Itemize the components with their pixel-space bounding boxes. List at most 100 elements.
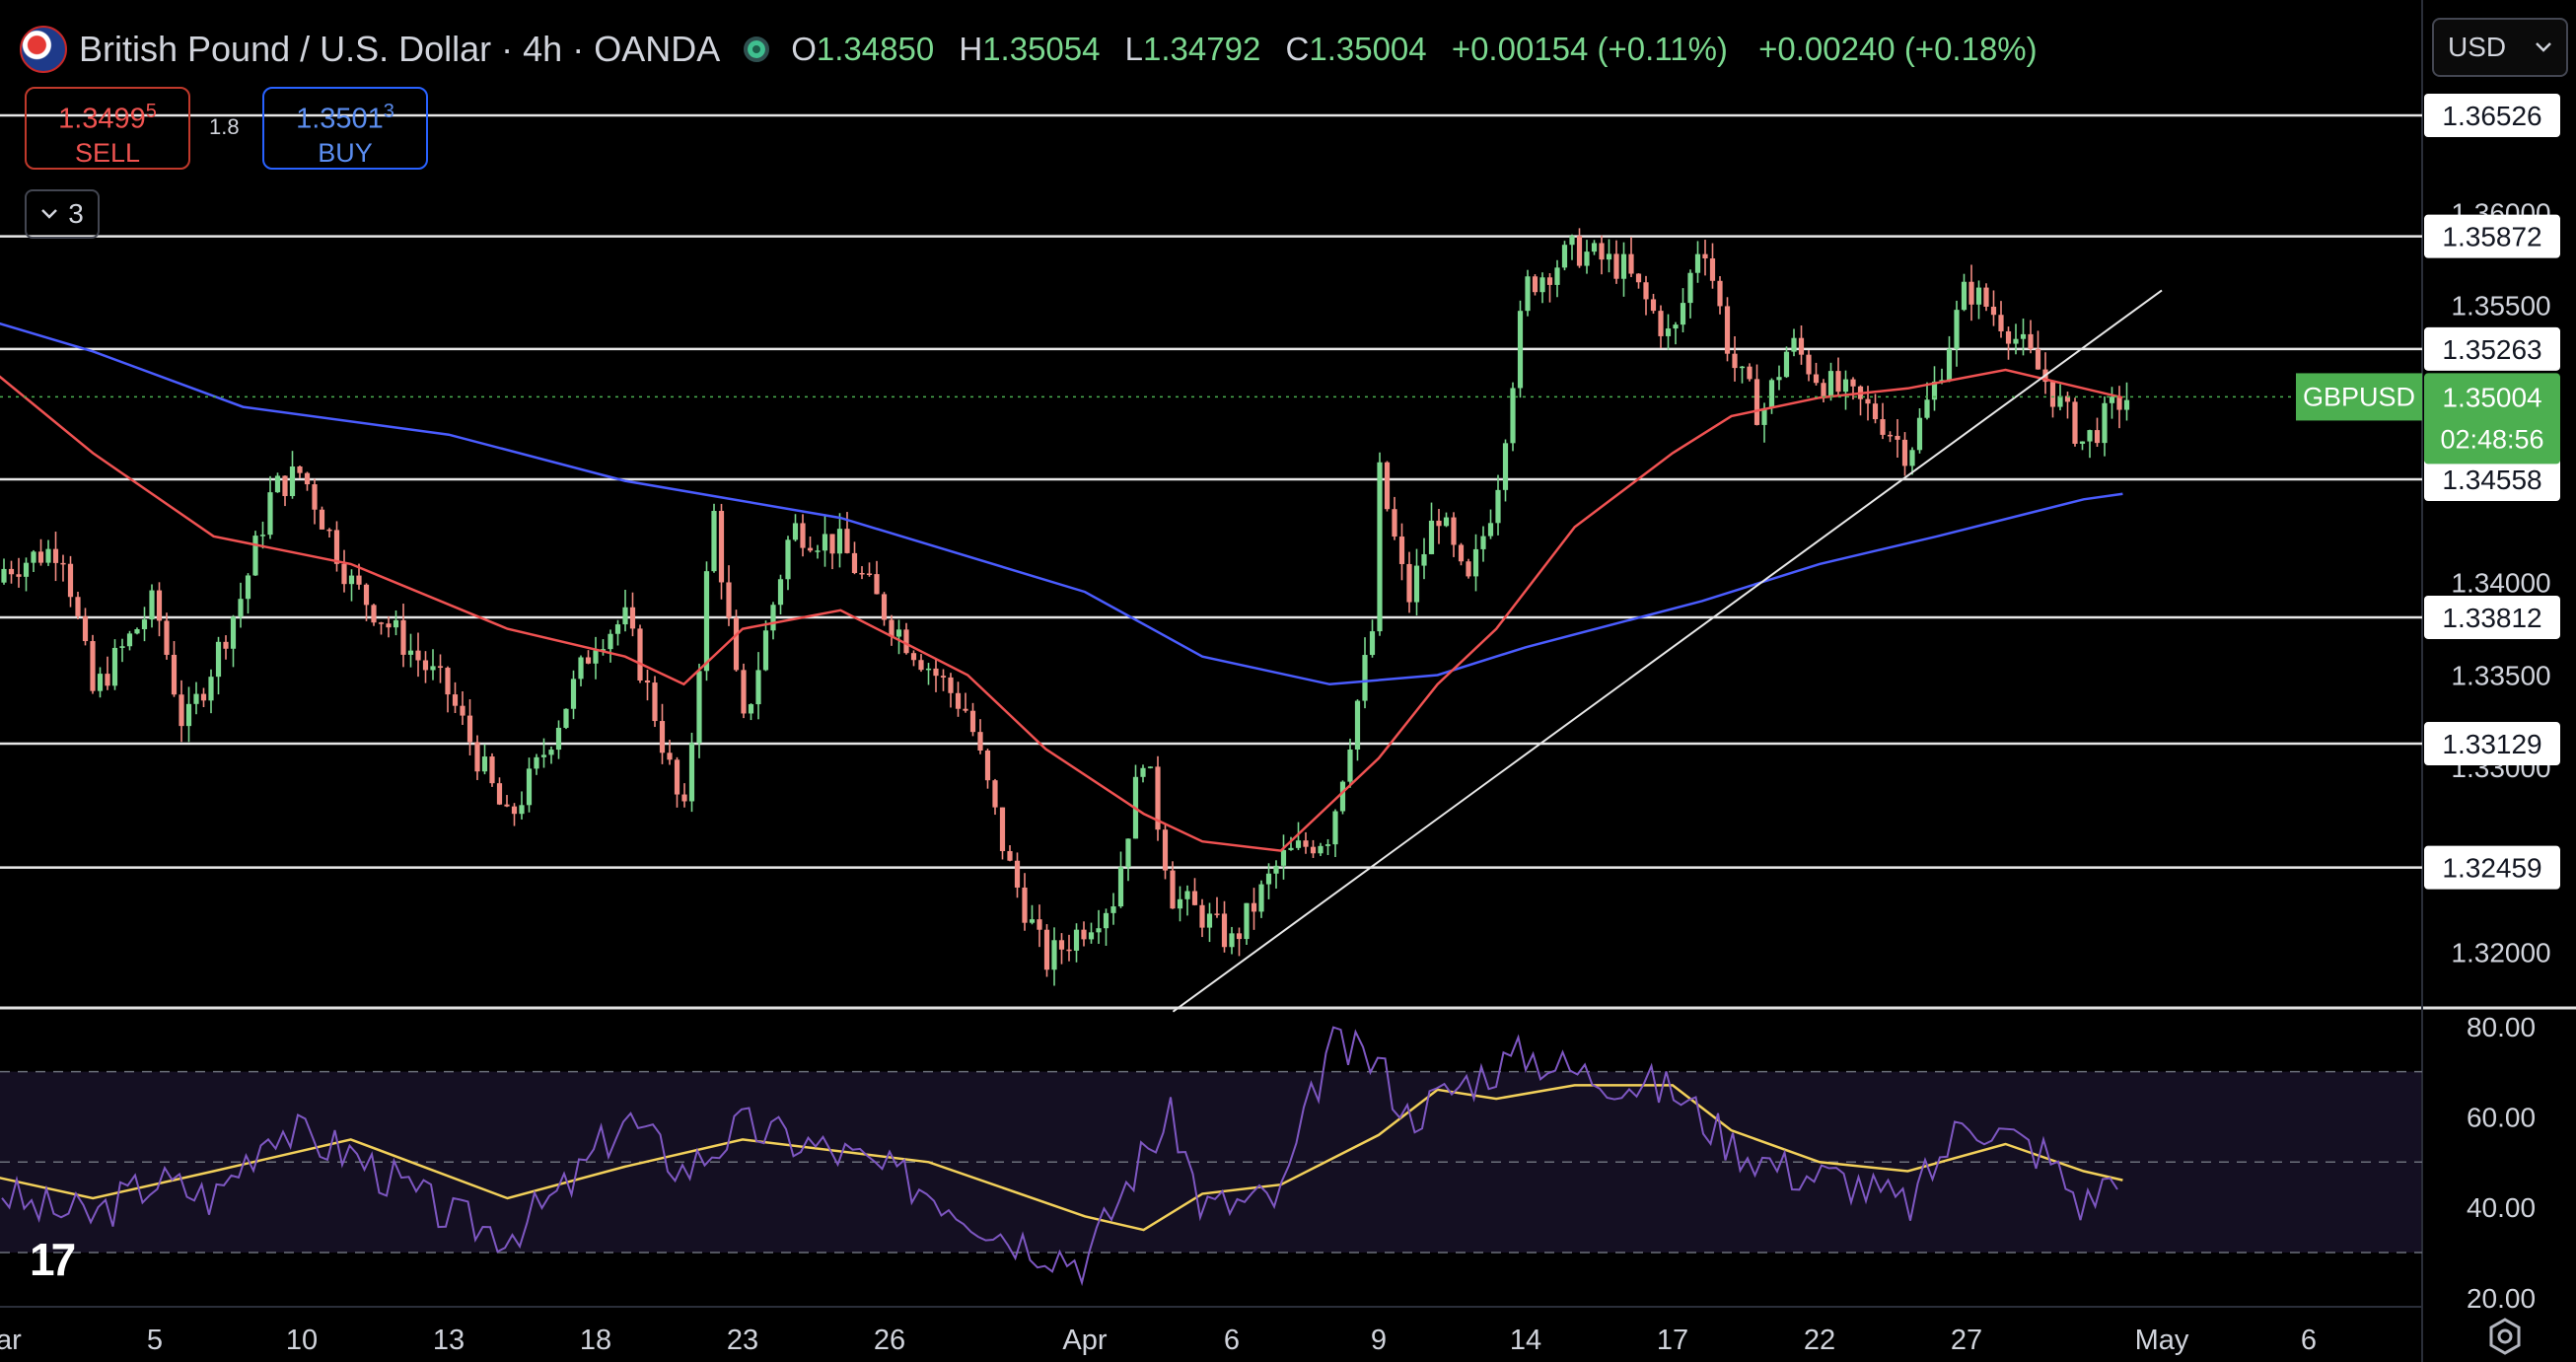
- candle: [245, 573, 251, 614]
- candle: [1392, 496, 1397, 540]
- candle: [1398, 523, 1405, 581]
- candle-body: [141, 619, 148, 629]
- candle: [1694, 241, 1701, 283]
- candle-body: [1177, 898, 1183, 909]
- candle-body: [1584, 251, 1590, 266]
- candle-body: [1466, 561, 1471, 577]
- candle-body: [171, 654, 178, 695]
- candle-body: [762, 630, 769, 671]
- time-tick-label: ar: [0, 1325, 22, 1356]
- candle: [371, 604, 377, 626]
- sell-button[interactable]: 1.34995 SELL: [25, 87, 190, 170]
- candle-body: [1613, 253, 1619, 279]
- candle: [1724, 297, 1731, 362]
- last-price-tag: [2424, 373, 2560, 465]
- candle-body: [674, 759, 680, 795]
- tradingview-logo-icon[interactable]: 17: [30, 1234, 76, 1285]
- ohlc-values: O1.34850 H1.35054 L1.34792 C1.35004 +0.0…: [791, 31, 2038, 67]
- candle: [889, 614, 894, 646]
- candle: [1037, 904, 1042, 948]
- candle: [593, 636, 599, 680]
- candle-body: [37, 551, 44, 563]
- time-tick-label: 27: [1951, 1325, 1982, 1356]
- candle: [1221, 900, 1228, 953]
- candle: [1880, 402, 1886, 440]
- candle: [1184, 885, 1190, 916]
- candle-body: [1554, 267, 1560, 285]
- currency-select[interactable]: USD: [2432, 18, 2568, 77]
- candle: [1990, 290, 1997, 326]
- candle: [326, 528, 332, 538]
- candle: [1043, 924, 1050, 977]
- candle: [1673, 322, 1679, 345]
- level-price-label: 1.34558: [2442, 465, 2541, 495]
- level-price-label: 1.32459: [2442, 853, 2541, 884]
- candle: [489, 753, 495, 787]
- candle: [955, 681, 962, 717]
- indicators-collapse-button[interactable]: 3: [25, 189, 100, 239]
- market-status-icon[interactable]: [744, 36, 770, 62]
- buy-button[interactable]: 1.35013 BUY: [262, 87, 428, 170]
- candle: [570, 670, 577, 720]
- candle: [933, 659, 939, 692]
- candle-body: [1502, 443, 1509, 490]
- candle-body: [889, 619, 894, 637]
- candle-body: [2005, 330, 2012, 344]
- candle: [1665, 314, 1672, 350]
- candle-body: [540, 754, 547, 757]
- candle-body: [1339, 781, 1346, 812]
- candle-body: [1495, 489, 1501, 524]
- candle: [674, 756, 680, 808]
- candle: [1177, 886, 1183, 922]
- candle: [1821, 379, 1826, 403]
- candle-body: [1872, 403, 1879, 420]
- price-tick-label: 1.32000: [2451, 938, 2550, 968]
- candle-body: [90, 641, 96, 691]
- time-tick-label: 6: [2301, 1325, 2317, 1356]
- candle: [1539, 272, 1545, 304]
- candle: [126, 630, 133, 651]
- candle: [259, 521, 266, 549]
- chevron-down-icon: [2536, 42, 2551, 52]
- candle-body: [422, 660, 429, 671]
- candle-body: [312, 484, 318, 510]
- candle-body: [1273, 865, 1279, 874]
- candle-body: [1236, 933, 1243, 940]
- candle-body: [1029, 919, 1036, 923]
- candle: [1975, 280, 1982, 320]
- candle-body: [164, 620, 170, 655]
- candle-body: [969, 710, 976, 733]
- candle: [2020, 318, 2027, 356]
- candle: [511, 803, 518, 826]
- candle-body: [230, 616, 237, 649]
- candle-body: [844, 529, 850, 553]
- candle: [815, 544, 821, 559]
- candle-body: [1983, 287, 1989, 307]
- candles: [1, 228, 2130, 986]
- candle-body: [688, 743, 695, 802]
- candle-body: [223, 641, 229, 649]
- candle-body: [733, 617, 740, 671]
- candle: [267, 475, 273, 539]
- candle: [555, 720, 562, 759]
- candle: [770, 602, 776, 640]
- candle-body: [718, 511, 725, 583]
- candle: [703, 561, 710, 681]
- candle-body: [2094, 430, 2101, 444]
- candle-body: [1517, 311, 1524, 389]
- candle: [1428, 502, 1435, 555]
- candle: [969, 702, 976, 737]
- candle-body: [1747, 366, 1753, 380]
- candle: [910, 650, 917, 667]
- candle: [1628, 237, 1634, 277]
- settings-icon[interactable]: [2485, 1317, 2525, 1356]
- candle-body: [563, 708, 569, 728]
- candle: [1007, 844, 1013, 862]
- candle: [1798, 325, 1805, 365]
- symbol-title[interactable]: British Pound / U.S. Dollar · 4h · OANDA: [79, 29, 721, 69]
- candle-body: [208, 677, 214, 701]
- rsi-tick-label: 80.00: [2467, 1012, 2536, 1042]
- candle: [466, 699, 473, 755]
- candle-body: [585, 657, 592, 664]
